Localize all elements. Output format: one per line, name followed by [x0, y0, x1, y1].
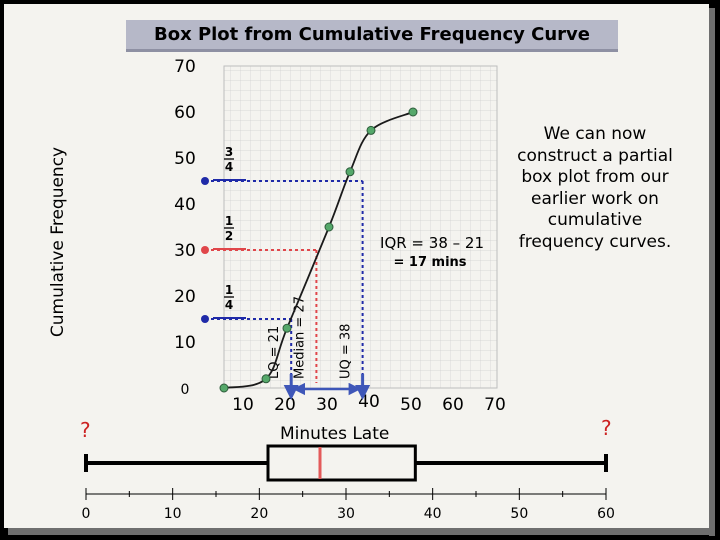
y-tick-label: 40 — [174, 195, 196, 215]
data-point — [219, 383, 229, 393]
box-axis-tick-label: 60 — [597, 506, 615, 522]
page-title: Box Plot from Cumulative Frequency Curve — [153, 24, 591, 45]
box-axis-tick-label: 0 — [82, 506, 91, 522]
fraction-denominator: 4 — [225, 298, 233, 312]
x-axis-label: Minutes Late — [280, 424, 390, 444]
iqr-value-label: = 17 mins — [393, 255, 466, 270]
y-tick-label: 30 — [174, 241, 196, 261]
data-point — [366, 125, 376, 135]
x-tick-label: 60 — [442, 395, 464, 415]
data-point — [282, 323, 292, 333]
fraction-denominator: 4 — [225, 160, 233, 174]
y-tick-label: 60 — [174, 103, 196, 123]
fraction-numerator: 1 — [225, 283, 233, 297]
y-axis-label: Cumulative Frequency — [48, 146, 68, 338]
x-tick-label: 30 — [316, 395, 338, 415]
chart-grid — [223, 65, 498, 389]
y-tick-label: 0 — [181, 382, 190, 398]
data-point — [345, 167, 355, 177]
y-tick-label: 70 — [174, 57, 196, 77]
slide-shadow-bottom — [8, 528, 715, 535]
y-tick-label: 20 — [174, 287, 196, 307]
box-axis-tick-label: 20 — [250, 506, 268, 522]
box-axis-tick-label: 40 — [424, 506, 442, 522]
quartile-vertical-label: UQ = 38 — [339, 324, 354, 379]
quartile-vertical-label: Median = 27 — [292, 296, 307, 379]
data-point — [408, 107, 418, 117]
x-tick-label: 10 — [232, 395, 254, 415]
explanation-note: We can now construct a partial box plot … — [517, 124, 673, 252]
x-tick-label: 20 — [274, 395, 296, 415]
x-tick-label: 70 — [484, 395, 506, 415]
box-axis-tick-label: 10 — [164, 506, 182, 522]
slide-shadow-right — [709, 8, 715, 536]
y-tick-label: 50 — [174, 149, 196, 169]
data-point — [324, 222, 334, 232]
max-question-mark: ? — [601, 416, 612, 440]
quartile-vertical-label: LQ = 21 — [267, 326, 282, 379]
fraction-denominator: 2 — [225, 229, 233, 243]
fraction-numerator: 3 — [225, 145, 233, 159]
data-point — [261, 374, 271, 384]
x-tick-label: 50 — [400, 395, 422, 415]
fraction-numerator: 1 — [225, 214, 233, 228]
iqr-label: IQR = 38 – 21 — [380, 234, 484, 252]
y-tick-label: 10 — [174, 333, 196, 353]
box-axis-tick-label: 50 — [510, 506, 528, 522]
min-question-mark: ? — [80, 418, 91, 442]
box-axis-tick-label: 30 — [337, 506, 355, 522]
title-bar: Box Plot from Cumulative Frequency Curve — [126, 20, 618, 52]
iqr-box — [266, 444, 417, 482]
